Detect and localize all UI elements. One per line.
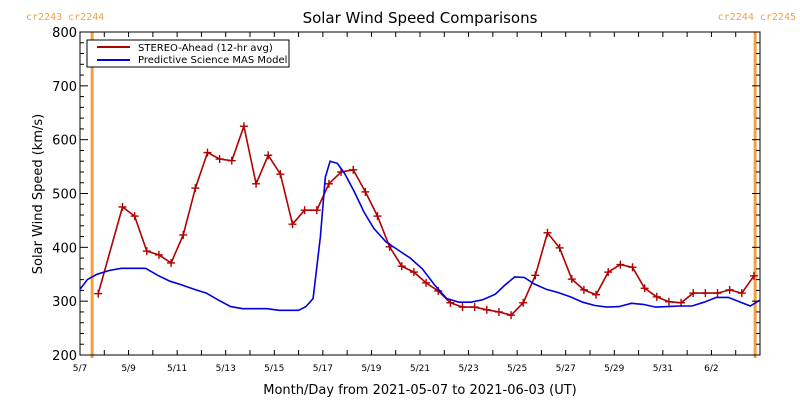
data-point-stereo xyxy=(373,212,382,221)
x-tick-label: 5/21 xyxy=(410,364,430,374)
chart-title: Solar Wind Speed Comparisons xyxy=(303,9,538,27)
y-tick-label: 700 xyxy=(52,80,77,95)
x-tick-label: 5/7 xyxy=(73,364,87,374)
data-point-stereo xyxy=(664,297,673,306)
data-point-stereo xyxy=(264,151,273,160)
data-point-stereo xyxy=(579,285,588,294)
data-point-stereo xyxy=(349,165,358,174)
carrington-label-right: cr2244 cr2245 xyxy=(718,12,796,23)
y-tick-label: 500 xyxy=(52,188,77,203)
data-point-stereo xyxy=(227,156,236,165)
data-point-stereo xyxy=(749,271,758,280)
data-point-stereo xyxy=(640,284,649,293)
data-point-stereo xyxy=(482,305,491,314)
x-tick-label: 5/23 xyxy=(458,364,478,374)
y-tick-label: 800 xyxy=(52,26,77,41)
data-point-stereo xyxy=(191,184,200,193)
data-point-stereo xyxy=(725,285,734,294)
y-tick-label: 400 xyxy=(52,241,77,256)
x-tick-label: 5/15 xyxy=(264,364,284,374)
data-point-stereo xyxy=(494,307,503,316)
data-point-stereo xyxy=(689,289,698,298)
x-tick-label: 5/9 xyxy=(121,364,136,374)
x-tick-label: 5/29 xyxy=(604,364,624,374)
data-point-stereo xyxy=(470,303,479,312)
y-tick-label: 600 xyxy=(52,134,77,149)
data-point-stereo xyxy=(361,187,370,196)
data-point-stereo xyxy=(94,289,103,298)
data-point-stereo xyxy=(422,278,431,287)
data-point-stereo xyxy=(300,206,309,215)
x-tick-label: 5/19 xyxy=(361,364,381,374)
data-point-stereo xyxy=(324,179,333,188)
x-axis-label: Month/Day from 2021-05-07 to 2021-06-03 … xyxy=(263,383,576,398)
data-point-stereo xyxy=(531,271,540,280)
data-point-stereo xyxy=(167,258,176,267)
legend-box xyxy=(86,39,290,68)
data-point-stereo xyxy=(458,303,467,312)
x-tick-label: 5/13 xyxy=(216,364,236,374)
y-tick-label: 200 xyxy=(52,349,77,364)
data-point-stereo xyxy=(239,122,248,131)
data-point-stereo xyxy=(737,289,746,298)
data-point-stereo xyxy=(543,228,552,237)
data-point-stereo xyxy=(713,289,722,298)
data-point-stereo xyxy=(179,230,188,239)
x-axis-ticks: 5/7 5/9 5/11 5/13 5/15 5/17 5/19 5/21 5/23 5/25 5/… xyxy=(73,32,737,374)
data-point-stereo xyxy=(592,290,601,299)
series-layer xyxy=(79,122,761,320)
data-point-stereo xyxy=(118,202,127,211)
data-point-stereo xyxy=(154,250,163,259)
data-point-stereo xyxy=(519,298,528,307)
data-point-stereo xyxy=(652,292,661,301)
legend: STEREO-Ahead (12-hr avg) Predictive Scie… xyxy=(86,39,290,68)
x-tick-label: 6/2 xyxy=(704,364,718,374)
data-point-stereo xyxy=(604,268,613,277)
x-tick-label: 5/11 xyxy=(167,364,187,374)
data-point-stereo xyxy=(507,311,516,320)
carrington-marker-left: cr2243 cr2244 xyxy=(26,12,104,358)
x-tick-label: 5/27 xyxy=(556,364,576,374)
y-axis-ticks: 200 300 400 500 600 700 800 xyxy=(52,26,760,364)
legend-label-model: Predictive Science MAS Model xyxy=(138,55,287,66)
y-tick-label: 300 xyxy=(52,295,77,310)
x-tick-label: 5/31 xyxy=(653,364,673,374)
data-point-stereo xyxy=(130,212,139,221)
series-line-model xyxy=(79,160,761,312)
data-point-stereo xyxy=(252,179,261,188)
data-point-stereo xyxy=(215,155,224,164)
data-point-stereo xyxy=(616,260,625,269)
data-point-stereo xyxy=(409,268,418,277)
legend-label-stereo: STEREO-Ahead (12-hr avg) xyxy=(138,43,273,54)
data-point-stereo xyxy=(312,206,321,215)
x-tick-label: 5/17 xyxy=(313,364,333,374)
y-axis-label: Solar Wind Speed (km/s) xyxy=(31,114,46,274)
data-point-stereo xyxy=(397,262,406,271)
data-point-stereo xyxy=(628,263,637,272)
data-point-stereo xyxy=(142,247,151,256)
carrington-label-left: cr2243 cr2244 xyxy=(26,12,104,23)
data-point-stereo xyxy=(567,275,576,284)
data-point-stereo xyxy=(555,243,564,252)
data-point-stereo xyxy=(288,220,297,229)
data-point-stereo xyxy=(701,289,710,298)
data-point-stereo xyxy=(276,170,285,179)
x-tick-label: 5/25 xyxy=(507,364,527,374)
data-point-stereo xyxy=(203,148,212,157)
series-line-stereo xyxy=(97,123,755,317)
